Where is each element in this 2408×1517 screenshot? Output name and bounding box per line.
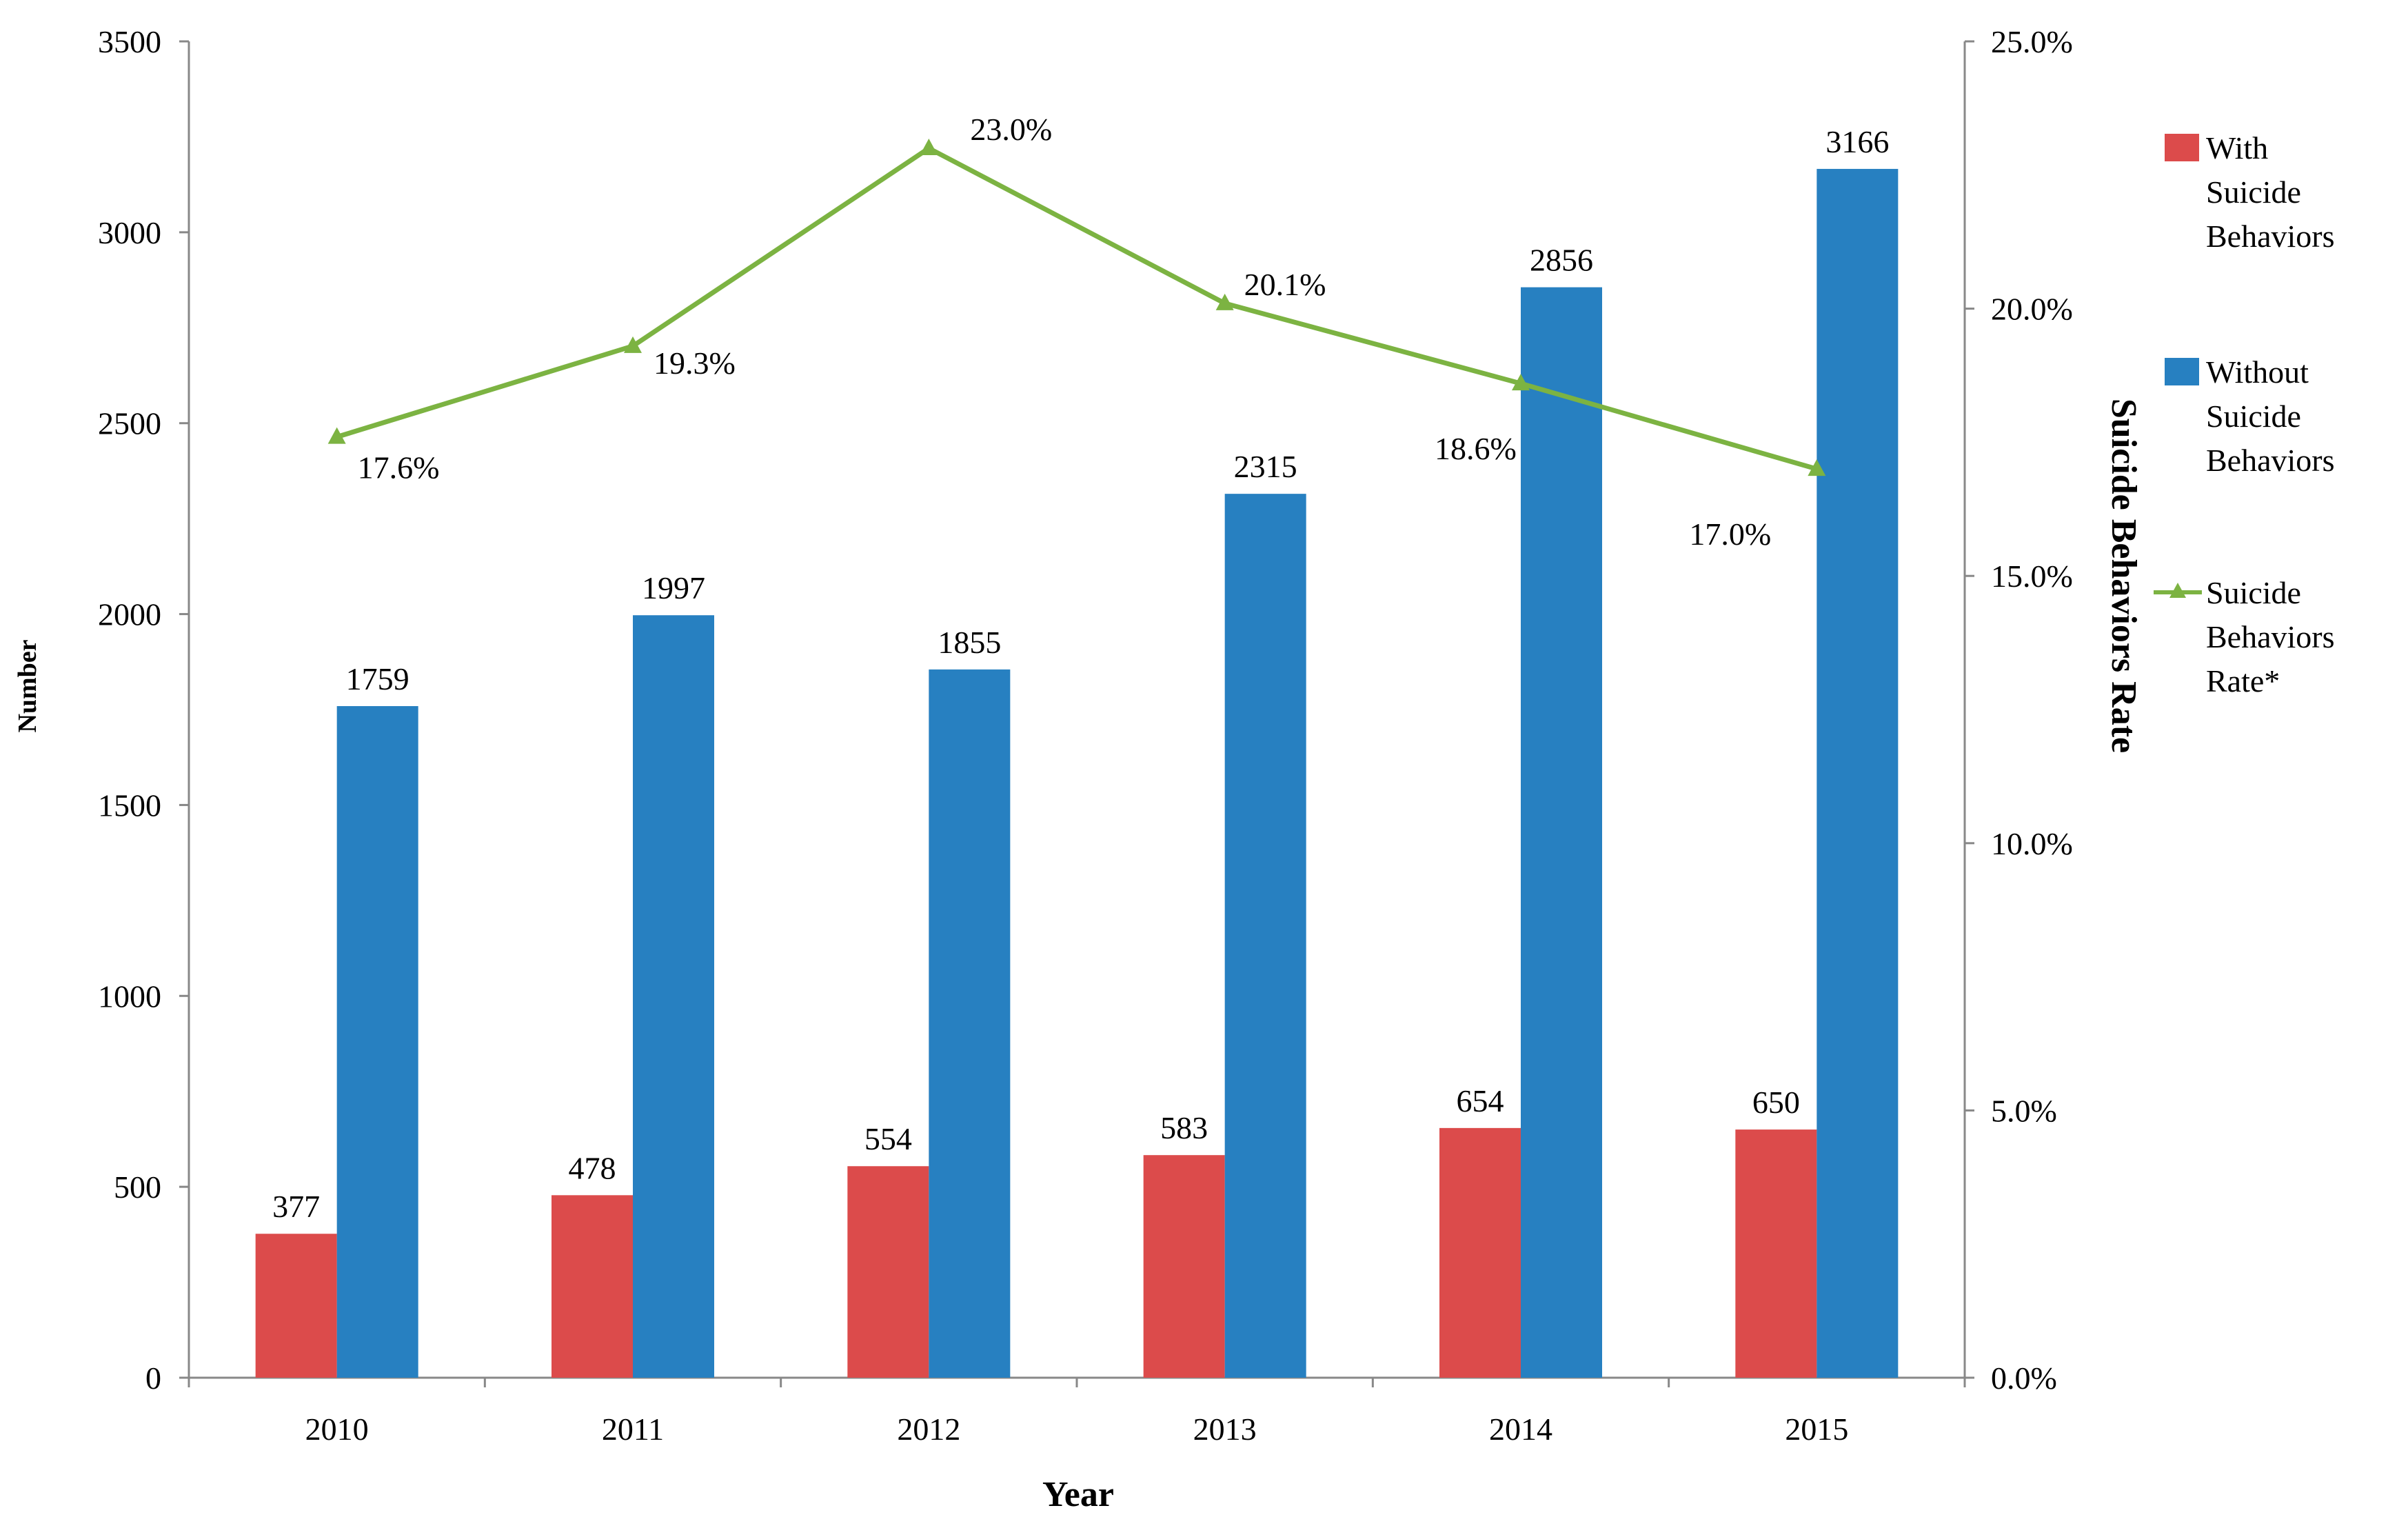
y-tick-label: 1000: [98, 978, 161, 1014]
y-tick-label: 0: [145, 1360, 161, 1396]
bar-value-label: 3166: [1825, 124, 1889, 159]
legend: With Suicide Behaviors Without Suicide Behavi…: [2154, 130, 2335, 699]
y-tick-label: 3000: [98, 215, 161, 250]
x-axis-title: Year: [1042, 1475, 1114, 1514]
rate-value-label: 17.6%: [358, 450, 440, 485]
rate-point-marker: [1215, 293, 1234, 310]
rate-value-label: 19.3%: [654, 345, 736, 381]
bar-value-label: 650: [1752, 1085, 1800, 1120]
rate-point-marker: [920, 139, 938, 156]
bar: [255, 1234, 337, 1378]
rate-line: [327, 139, 1826, 476]
legend-swatch: [2165, 134, 2199, 161]
legend-label-line: Behaviors: [2206, 219, 2335, 254]
rate-series-line: [336, 145, 1818, 472]
x-tick-label: 2015: [1785, 1411, 1848, 1447]
legend-label-line: Rate*: [2206, 663, 2280, 699]
legend-label-line: Suicide: [2206, 575, 2301, 610]
y-tick-label: 2500: [98, 406, 161, 441]
legend-marker: [2169, 583, 2186, 598]
bar: [1817, 168, 1899, 1378]
legend-label: Suicide Behaviors Rate*: [2206, 575, 2335, 699]
bar-value-label: 554: [864, 1121, 912, 1156]
bar: [1224, 494, 1306, 1378]
bar-value-label: 2315: [1234, 449, 1297, 484]
bar: [1439, 1127, 1521, 1378]
legend-label-line: Behaviors: [2206, 443, 2335, 478]
bar-value-label: 654: [1457, 1083, 1504, 1118]
legend-label-line: Suicide: [2206, 174, 2301, 210]
bar: [1143, 1155, 1225, 1378]
rate-point-marker: [1512, 374, 1530, 391]
y2-tick-label: 15.0%: [1991, 559, 2073, 594]
bar: [1735, 1129, 1817, 1378]
legend-label-line: Suicide: [2206, 399, 2301, 434]
bar: [929, 669, 1011, 1378]
bar-value-label: 1855: [938, 625, 1001, 660]
bar: [552, 1195, 633, 1378]
y2-tick-label: 10.0%: [1991, 826, 2073, 861]
y-axis-title: Number: [13, 639, 42, 732]
y-tick-label: 2000: [98, 597, 161, 632]
rate-value-label: 18.6%: [1435, 431, 1517, 466]
rate-value-label: 17.0%: [1689, 516, 1771, 552]
data-labels: 377 1759 478 1997 554 1855 583 2315 654 2856 650 31…: [272, 112, 1889, 1224]
y2-tick-label: 0.0%: [1991, 1360, 2057, 1396]
bar: [633, 615, 714, 1378]
legend-label-line: Without: [2206, 354, 2309, 390]
legend-swatch: [2165, 358, 2199, 385]
y-tick-label: 1500: [98, 787, 161, 823]
rate-point-marker: [327, 427, 346, 444]
y2-axis-title: Suicide Behaviors Rate: [2104, 399, 2143, 753]
x-tick-label: 2013: [1193, 1411, 1257, 1447]
bar-value-label: 1759: [346, 661, 409, 696]
y-tick-label: 500: [114, 1169, 161, 1205]
x-tick-label: 2012: [897, 1411, 960, 1447]
rate-point-marker: [624, 336, 642, 353]
bar: [336, 706, 418, 1378]
bar-value-label: 377: [272, 1189, 320, 1224]
bar-value-label: 2856: [1530, 243, 1593, 278]
x-tick-label: 2014: [1489, 1411, 1552, 1447]
bar-value-label: 1997: [642, 570, 705, 605]
y2-tick-label: 20.0%: [1991, 292, 2073, 327]
x-tick-label: 2011: [602, 1411, 664, 1447]
legend-label: With Suicide Behaviors: [2206, 130, 2335, 254]
bar: [847, 1166, 929, 1378]
bar: [1521, 287, 1602, 1378]
bar-value-label: 478: [569, 1150, 616, 1185]
y2-tick-label: 5.0%: [1991, 1093, 2057, 1128]
axes: 0 500 1000 1500 2000 2500 3000 3500 0.0% 5.0% 10.0…: [98, 24, 2073, 1447]
bar-value-label: 583: [1160, 1110, 1208, 1145]
bars: [255, 168, 1899, 1378]
legend-label: Without Suicide Behaviors: [2206, 354, 2335, 478]
y2-tick-label: 25.0%: [1991, 24, 2073, 59]
rate-point-marker: [1808, 459, 1826, 476]
rate-value-label: 23.0%: [970, 112, 1052, 147]
rate-value-label: 20.1%: [1244, 267, 1326, 302]
x-tick-label: 2010: [305, 1411, 369, 1447]
legend-label-line: With: [2206, 130, 2268, 165]
legend-label-line: Behaviors: [2206, 619, 2335, 654]
y-tick-label: 3500: [98, 24, 161, 59]
